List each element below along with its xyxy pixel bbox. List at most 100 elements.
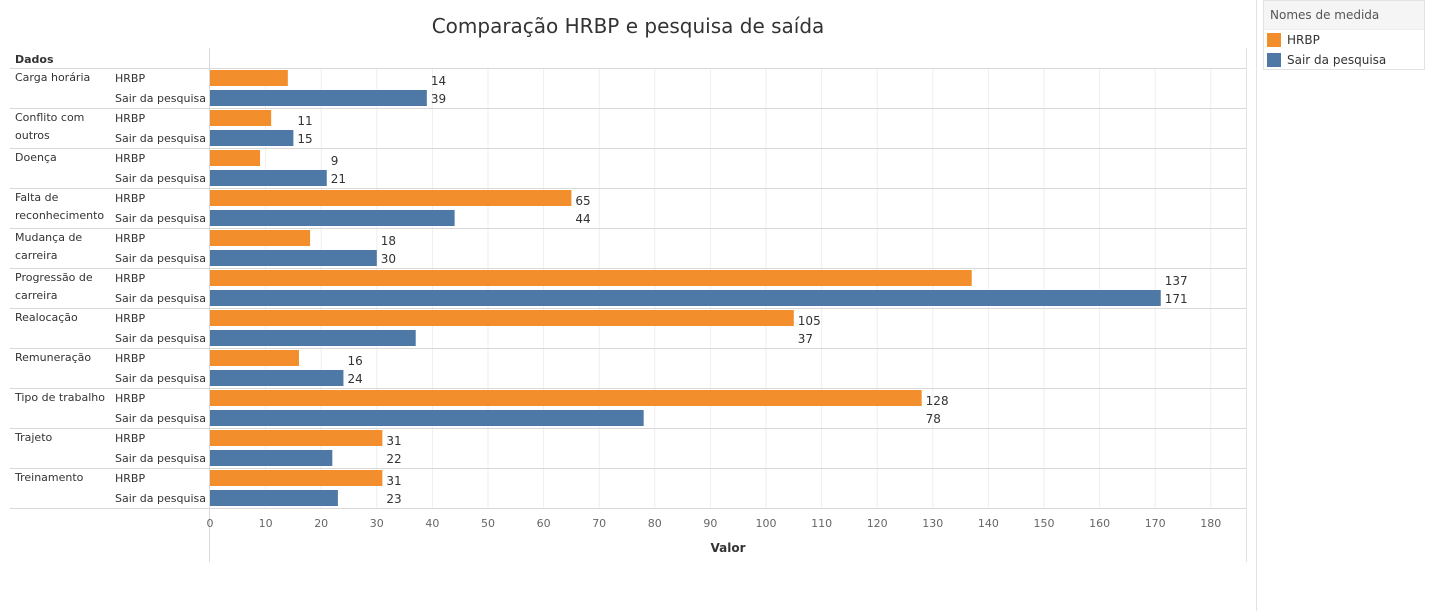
data-label: 44	[575, 212, 590, 226]
category-label: Remuneração	[15, 351, 91, 364]
bar-sair-da-pesquisa[interactable]	[210, 210, 455, 226]
series-row-label: HRBP	[115, 152, 145, 165]
data-label: 9	[331, 154, 339, 168]
series-row-label: HRBP	[115, 432, 145, 445]
bar-sair-da-pesquisa[interactable]	[210, 490, 338, 506]
bar-sair-da-pesquisa[interactable]	[210, 170, 327, 186]
data-label: 31	[386, 474, 401, 488]
bar-sair-da-pesquisa[interactable]	[210, 130, 294, 146]
data-label: 31	[386, 434, 401, 448]
category-label: Doença	[15, 151, 57, 164]
bar-hrbp[interactable]	[210, 230, 311, 246]
category-label: Mudança de carreira	[15, 231, 82, 262]
category-label: Carga horária	[15, 71, 90, 84]
x-tick-label: 160	[1089, 517, 1110, 530]
data-label: 24	[347, 372, 362, 386]
data-label: 18	[381, 234, 396, 248]
category-label: Treinamento	[14, 471, 84, 484]
data-label: 14	[431, 74, 446, 88]
data-label: 30	[381, 252, 396, 266]
bar-hrbp[interactable]	[210, 70, 288, 86]
series-row-label: Sair da pesquisa	[115, 492, 206, 505]
category-label: Trajeto	[14, 431, 53, 444]
data-label: 11	[297, 114, 312, 128]
bar-hrbp[interactable]	[210, 470, 383, 486]
x-tick-label: 150	[1034, 517, 1055, 530]
x-tick-label: 80	[648, 517, 662, 530]
data-label: 171	[1165, 292, 1188, 306]
data-label: 21	[331, 172, 346, 186]
x-tick-label: 30	[370, 517, 384, 530]
bar-sair-da-pesquisa[interactable]	[210, 90, 427, 106]
series-row-label: HRBP	[115, 392, 145, 405]
legend-item-hrbp[interactable]: HRBP	[1264, 30, 1424, 50]
x-tick-label: 40	[425, 517, 439, 530]
x-tick-label: 50	[481, 517, 495, 530]
legend-item-sair-da-pesquisa[interactable]: Sair da pesquisa	[1264, 50, 1424, 70]
category-label: Progressão de carreira	[15, 271, 93, 302]
legend: Nomes de medida HRBP Sair da pesquisa	[1263, 0, 1425, 70]
bar-hrbp[interactable]	[210, 350, 299, 366]
row-header: Dados	[15, 53, 54, 66]
x-tick-label: 100	[756, 517, 777, 530]
series-row-label: HRBP	[115, 232, 145, 245]
series-row-label: HRBP	[115, 272, 145, 285]
bar-hrbp[interactable]	[210, 270, 972, 286]
series-row-label: HRBP	[115, 312, 145, 325]
category-label: Conflito com outros	[15, 111, 84, 142]
x-tick-label: 180	[1200, 517, 1221, 530]
series-row-label: Sair da pesquisa	[115, 172, 206, 185]
category-label: Falta de reconhecimento	[15, 191, 104, 222]
series-row-label: Sair da pesquisa	[115, 412, 206, 425]
series-row-label: HRBP	[115, 352, 145, 365]
bar-hrbp[interactable]	[210, 310, 794, 326]
series-row-label: Sair da pesquisa	[115, 452, 206, 465]
series-row-label: Sair da pesquisa	[115, 292, 206, 305]
chart-title: Comparação HRBP e pesquisa de saída	[432, 14, 825, 38]
x-tick-label: 90	[703, 517, 717, 530]
series-row-label: Sair da pesquisa	[115, 372, 206, 385]
data-label: 23	[386, 492, 401, 506]
bar-sair-da-pesquisa[interactable]	[210, 330, 416, 346]
bar-sair-da-pesquisa[interactable]	[210, 250, 377, 266]
series-row-label: HRBP	[115, 472, 145, 485]
bar-hrbp[interactable]	[210, 150, 261, 166]
data-label: 105	[798, 314, 821, 328]
x-tick-label: 20	[314, 517, 328, 530]
data-label: 78	[926, 412, 941, 426]
bar-hrbp[interactable]	[210, 110, 272, 126]
series-row-label: Sair da pesquisa	[115, 212, 206, 225]
bar-sair-da-pesquisa[interactable]	[210, 290, 1161, 306]
data-label: 65	[575, 194, 590, 208]
bar-sair-da-pesquisa[interactable]	[210, 370, 344, 386]
legend-label-sair-da-pesquisa: Sair da pesquisa	[1287, 53, 1387, 67]
bar-hrbp[interactable]	[210, 190, 572, 206]
x-tick-label: 110	[811, 517, 832, 530]
x-tick-label: 130	[922, 517, 943, 530]
series-row-label: Sair da pesquisa	[115, 252, 206, 265]
x-tick-label: 60	[537, 517, 551, 530]
x-tick-label: 120	[867, 517, 888, 530]
series-row-label: HRBP	[115, 192, 145, 205]
data-label: 137	[1165, 274, 1188, 288]
category-label: Tipo de trabalho	[14, 391, 105, 404]
data-label: 22	[386, 452, 401, 466]
legend-label-hrbp: HRBP	[1287, 33, 1320, 47]
bar-hrbp[interactable]	[210, 390, 922, 406]
data-label: 16	[347, 354, 362, 368]
x-axis-label: Valor	[710, 541, 745, 555]
x-tick-label: 140	[978, 517, 999, 530]
data-label: 128	[926, 394, 949, 408]
bar-hrbp[interactable]	[210, 430, 383, 446]
category-label: Realocação	[15, 311, 78, 324]
series-row-label: HRBP	[115, 112, 145, 125]
legend-swatch-hrbp	[1267, 33, 1281, 47]
bar-sair-da-pesquisa[interactable]	[210, 450, 333, 466]
data-label: 39	[431, 92, 446, 106]
series-row-label: Sair da pesquisa	[115, 332, 206, 345]
series-row-label: Sair da pesquisa	[115, 92, 206, 105]
x-tick-label: 170	[1145, 517, 1166, 530]
bar-sair-da-pesquisa[interactable]	[210, 410, 644, 426]
x-tick-label: 0	[207, 517, 214, 530]
